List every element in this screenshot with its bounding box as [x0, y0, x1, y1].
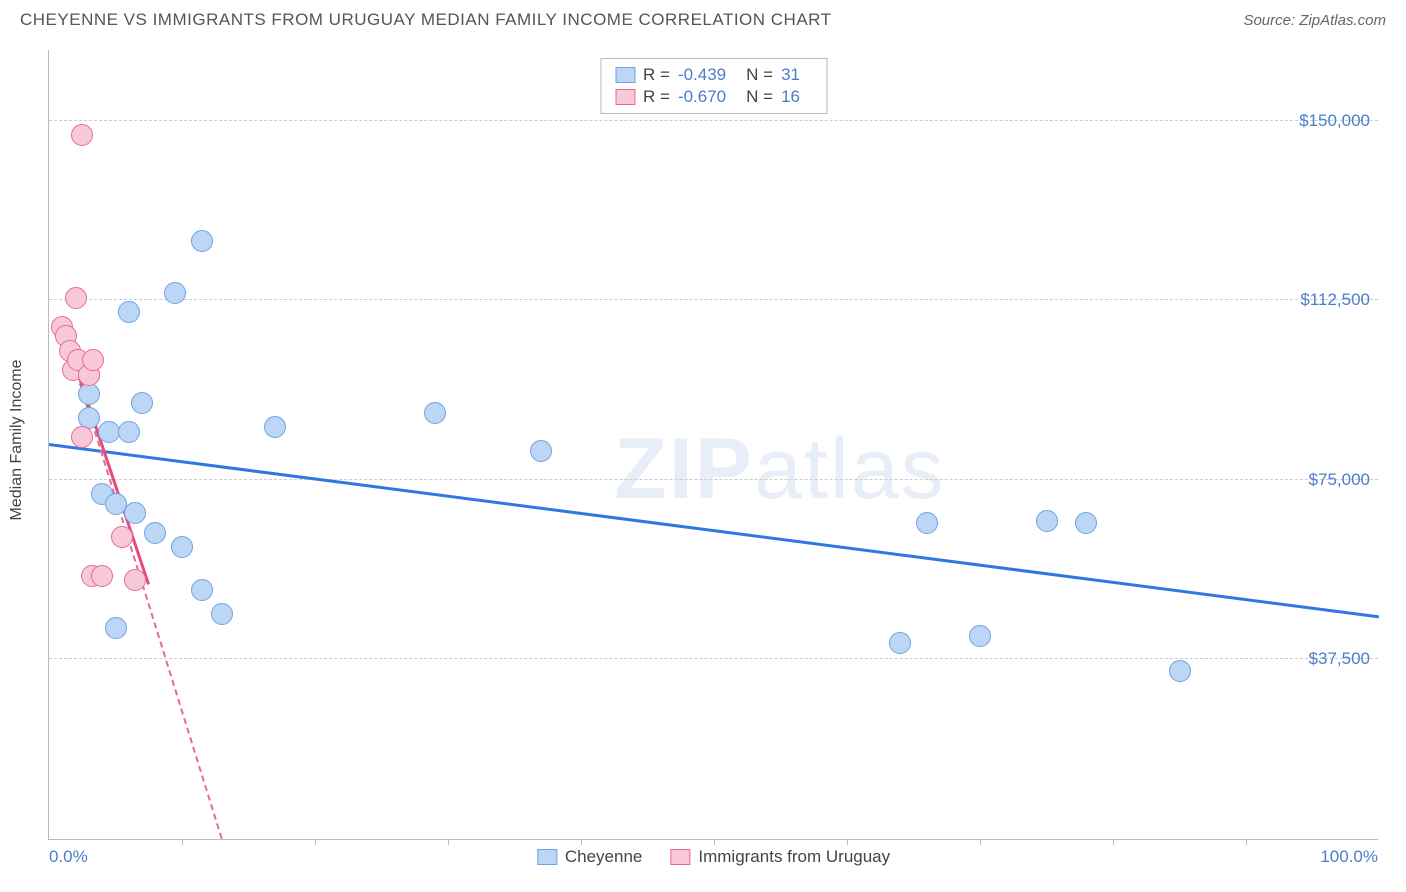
- data-point: [131, 392, 153, 414]
- gridline: [49, 120, 1378, 121]
- x-axis-tick: [315, 839, 316, 845]
- data-point: [82, 349, 104, 371]
- data-point: [191, 230, 213, 252]
- stats-row-uruguay: R = -0.670 N = 16: [615, 86, 812, 108]
- x-axis-tick: [980, 839, 981, 845]
- data-point: [916, 512, 938, 534]
- swatch-uruguay: [670, 849, 690, 865]
- data-point: [118, 301, 140, 323]
- gridline: [49, 658, 1378, 659]
- x-axis-tick: [714, 839, 715, 845]
- data-point: [1169, 660, 1191, 682]
- data-point: [124, 502, 146, 524]
- watermark: ZIPatlas: [614, 420, 945, 519]
- data-point: [264, 416, 286, 438]
- r-label: R =: [643, 65, 670, 85]
- data-point: [118, 421, 140, 443]
- n-value-cheyenne: 31: [781, 65, 800, 85]
- legend-item-cheyenne: Cheyenne: [537, 847, 643, 867]
- data-point: [424, 402, 446, 424]
- header: CHEYENNE VS IMMIGRANTS FROM URUGUAY MEDI…: [0, 0, 1406, 36]
- data-point: [111, 526, 133, 548]
- data-point: [1075, 512, 1097, 534]
- legend-item-uruguay: Immigrants from Uruguay: [670, 847, 890, 867]
- legend-label-uruguay: Immigrants from Uruguay: [698, 847, 890, 867]
- y-axis-tick-label: $150,000: [1299, 111, 1370, 131]
- chart-plot-area: ZIPatlas $37,500$75,000$112,500$150,000 …: [48, 50, 1378, 840]
- data-point: [105, 493, 127, 515]
- data-point: [78, 383, 100, 405]
- y-axis-tick-label: $75,000: [1309, 470, 1370, 490]
- data-point: [124, 569, 146, 591]
- x-axis-tick: [448, 839, 449, 845]
- data-point: [98, 421, 120, 443]
- legend-label-cheyenne: Cheyenne: [565, 847, 643, 867]
- data-point: [71, 426, 93, 448]
- y-axis-tick-label: $37,500: [1309, 649, 1370, 669]
- data-point: [1036, 510, 1058, 532]
- n-value-uruguay: 16: [781, 87, 800, 107]
- x-axis-max-label: 100.0%: [1320, 847, 1378, 867]
- data-point: [171, 536, 193, 558]
- y-axis-title: Median Family Income: [8, 360, 26, 521]
- n-label: N =: [746, 65, 773, 85]
- gridline: [49, 479, 1378, 480]
- x-axis-min-label: 0.0%: [49, 847, 88, 867]
- x-axis-tick: [581, 839, 582, 845]
- n-label: N =: [746, 87, 773, 107]
- r-label: R =: [643, 87, 670, 107]
- trend-line: [49, 443, 1379, 618]
- series-legend: Cheyenne Immigrants from Uruguay: [537, 847, 890, 867]
- data-point: [65, 287, 87, 309]
- y-axis-tick-label: $112,500: [1300, 290, 1370, 310]
- data-point: [889, 632, 911, 654]
- data-point: [164, 282, 186, 304]
- data-point: [144, 522, 166, 544]
- swatch-cheyenne: [537, 849, 557, 865]
- data-point: [530, 440, 552, 462]
- gridline: [49, 299, 1378, 300]
- x-axis-tick: [1113, 839, 1114, 845]
- stats-row-cheyenne: R = -0.439 N = 31: [615, 64, 812, 86]
- r-value-uruguay: -0.670: [678, 87, 726, 107]
- data-point: [969, 625, 991, 647]
- swatch-uruguay: [615, 89, 635, 105]
- data-point: [191, 579, 213, 601]
- data-point: [91, 565, 113, 587]
- data-point: [71, 124, 93, 146]
- r-value-cheyenne: -0.439: [678, 65, 726, 85]
- x-axis-tick: [847, 839, 848, 845]
- chart-title: CHEYENNE VS IMMIGRANTS FROM URUGUAY MEDI…: [20, 10, 832, 30]
- stats-legend: R = -0.439 N = 31 R = -0.670 N = 16: [600, 58, 827, 114]
- x-axis-tick: [182, 839, 183, 845]
- source-label: Source: ZipAtlas.com: [1243, 12, 1386, 29]
- swatch-cheyenne: [615, 67, 635, 83]
- x-axis-tick: [1246, 839, 1247, 845]
- data-point: [105, 617, 127, 639]
- data-point: [211, 603, 233, 625]
